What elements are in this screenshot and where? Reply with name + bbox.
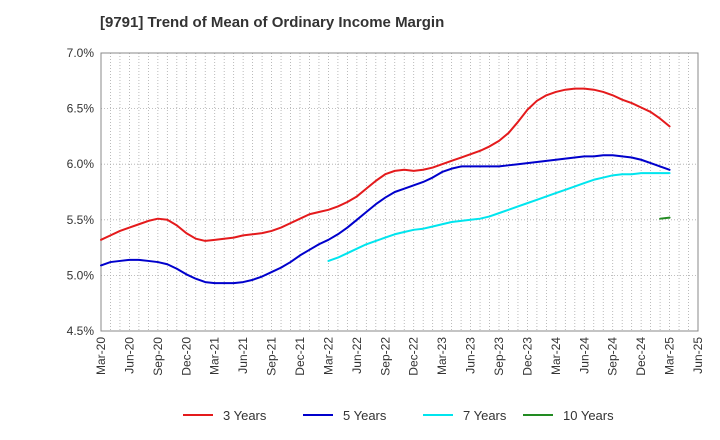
x-tick-label: Mar-21 [208, 337, 222, 375]
plot-frame [100, 52, 699, 332]
y-tick-label: 6.0% [67, 157, 95, 171]
legend-label: 3 Years [223, 408, 267, 423]
x-tick-label: Jun-22 [350, 337, 364, 374]
series-line-7-years [327, 172, 671, 262]
x-tick-label: Jun-23 [464, 337, 478, 374]
x-tick-label: Dec-20 [179, 337, 193, 376]
x-tick-label: Mar-24 [549, 337, 563, 375]
y-tick-label: 7.0% [67, 46, 95, 60]
series-line-5-years [100, 154, 671, 285]
x-tick-label: Sep-22 [378, 337, 392, 376]
x-tick-label: Dec-22 [407, 337, 421, 376]
legend-label: 7 Years [463, 408, 507, 423]
x-tick-label: Sep-23 [492, 337, 506, 376]
legend-label: 10 Years [563, 408, 614, 423]
x-tick-label: Sep-21 [265, 337, 279, 376]
x-tick-label: Jun-21 [236, 337, 250, 374]
y-tick-label: 5.5% [67, 213, 95, 227]
y-tick-label: 5.0% [67, 268, 95, 282]
y-tick-label: 4.5% [67, 324, 95, 338]
x-tick-label: Jun-25 [691, 337, 705, 374]
x-tick-label: Sep-20 [151, 337, 165, 376]
y-tick-label: 6.5% [67, 102, 95, 116]
legend-label: 5 Years [343, 408, 387, 423]
x-tick-label: Jun-20 [122, 337, 136, 374]
chart-title: [9791] Trend of Mean of Ordinary Income … [100, 14, 445, 31]
series-line-3-years [100, 87, 671, 242]
x-tick-label: Mar-22 [321, 337, 335, 375]
x-tick-label: Dec-21 [293, 337, 307, 376]
x-tick-label: Dec-23 [520, 337, 534, 376]
series-line-10-years [659, 216, 671, 220]
x-tick-label: Mar-20 [94, 337, 108, 375]
x-tick-label: Jun-24 [577, 337, 591, 374]
x-tick-label: Sep-24 [606, 337, 620, 376]
x-tick-label: Dec-24 [634, 337, 648, 376]
x-tick-label: Mar-25 [663, 337, 677, 375]
x-tick-label: Mar-23 [435, 337, 449, 375]
